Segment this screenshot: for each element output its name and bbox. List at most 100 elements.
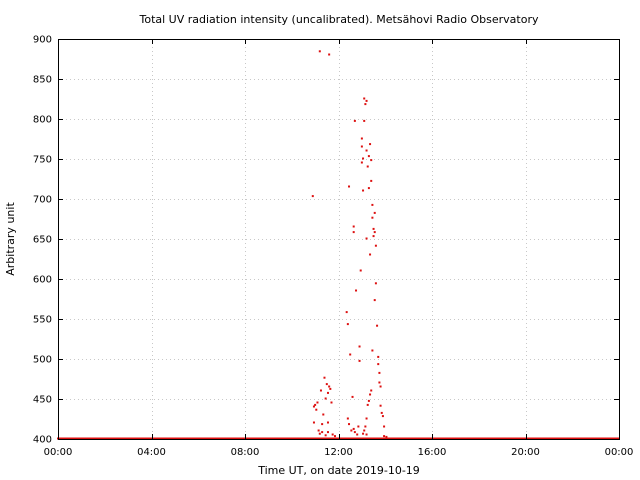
baseline-point bbox=[377, 437, 380, 440]
baseline-point bbox=[296, 437, 299, 440]
data-point bbox=[378, 371, 381, 374]
data-point bbox=[326, 431, 329, 434]
baseline-point bbox=[376, 437, 379, 440]
baseline-point bbox=[217, 437, 220, 440]
baseline-point bbox=[150, 437, 153, 440]
baseline-point bbox=[249, 437, 252, 440]
baseline-point bbox=[394, 437, 397, 440]
baseline-point bbox=[293, 437, 296, 440]
baseline-point bbox=[365, 437, 368, 440]
baseline-point bbox=[304, 437, 307, 440]
data-point bbox=[324, 397, 327, 400]
baseline-point bbox=[92, 437, 95, 440]
baseline-point bbox=[261, 437, 264, 440]
baseline-point bbox=[162, 437, 165, 440]
baseline-point bbox=[470, 437, 473, 440]
baseline-point bbox=[489, 437, 492, 440]
baseline-point bbox=[536, 437, 539, 440]
baseline-point bbox=[363, 437, 366, 440]
data-point bbox=[348, 423, 351, 426]
baseline-point bbox=[66, 437, 69, 440]
data-point bbox=[352, 225, 355, 228]
data-point bbox=[350, 429, 353, 432]
baseline-point bbox=[94, 437, 97, 440]
baseline-point bbox=[130, 437, 133, 440]
baseline-point bbox=[226, 437, 229, 440]
baseline-point bbox=[231, 437, 234, 440]
y-tick-labels: 400 450 500 550 600 650 700 750 800 850 900 bbox=[33, 35, 52, 446]
baseline-point bbox=[331, 437, 334, 440]
data-point bbox=[358, 345, 361, 348]
baseline-point bbox=[270, 437, 273, 440]
data-point bbox=[369, 393, 372, 396]
baseline-point bbox=[474, 437, 477, 440]
baseline-point bbox=[608, 437, 611, 440]
baseline-point bbox=[512, 437, 515, 440]
baseline-point bbox=[552, 437, 555, 440]
baseline-point bbox=[166, 437, 169, 440]
baseline-point bbox=[280, 437, 283, 440]
baseline-point bbox=[127, 437, 130, 440]
baseline-point bbox=[384, 437, 387, 440]
baseline-point bbox=[353, 437, 356, 440]
baseline-point bbox=[349, 437, 352, 440]
data-point bbox=[326, 391, 329, 394]
baseline-point bbox=[196, 437, 199, 440]
baseline-point bbox=[101, 437, 104, 440]
baseline-point bbox=[123, 437, 126, 440]
baseline-point bbox=[528, 437, 531, 440]
data-point bbox=[357, 425, 360, 428]
data-point bbox=[364, 103, 367, 106]
baseline-point bbox=[240, 437, 243, 440]
baseline-point bbox=[315, 437, 318, 440]
baseline-point bbox=[551, 437, 554, 440]
baseline-point bbox=[381, 437, 384, 440]
baseline-point bbox=[294, 437, 297, 440]
baseline-point bbox=[413, 437, 416, 440]
baseline-point bbox=[300, 437, 303, 440]
baseline-point bbox=[516, 437, 519, 440]
baseline-point bbox=[291, 437, 294, 440]
baseline-point bbox=[59, 437, 62, 440]
baseline-point bbox=[277, 437, 280, 440]
baseline-point bbox=[203, 437, 206, 440]
data-point bbox=[322, 413, 325, 416]
baseline-point bbox=[575, 437, 578, 440]
baseline-point bbox=[572, 437, 575, 440]
baseline-point bbox=[110, 437, 113, 440]
baseline-point bbox=[466, 437, 469, 440]
baseline-point bbox=[301, 437, 304, 440]
baseline-point bbox=[469, 437, 472, 440]
baseline-point bbox=[468, 437, 471, 440]
baseline-point bbox=[457, 437, 460, 440]
baseline-point bbox=[357, 437, 360, 440]
y-tick-label: 400 bbox=[33, 435, 52, 446]
baseline-point bbox=[146, 437, 149, 440]
baseline-point bbox=[351, 437, 354, 440]
baseline-point bbox=[406, 437, 409, 440]
baseline-point bbox=[484, 437, 487, 440]
data-point bbox=[353, 431, 356, 434]
baseline-point bbox=[520, 437, 523, 440]
baseline-point bbox=[523, 437, 526, 440]
data-point bbox=[380, 411, 383, 414]
baseline-point bbox=[329, 437, 332, 440]
baseline-point bbox=[607, 437, 610, 440]
baseline-point bbox=[533, 437, 536, 440]
baseline-point bbox=[540, 437, 543, 440]
baseline-point bbox=[97, 437, 100, 440]
baseline-point bbox=[298, 437, 301, 440]
baseline-point bbox=[142, 437, 145, 440]
baseline-point bbox=[194, 437, 197, 440]
data-point bbox=[366, 403, 369, 406]
baseline-point bbox=[128, 437, 131, 440]
baseline-point bbox=[238, 437, 241, 440]
baseline-point bbox=[152, 437, 155, 440]
baseline-point bbox=[201, 437, 204, 440]
baseline-point bbox=[100, 437, 103, 440]
baseline-point bbox=[154, 437, 157, 440]
baseline-point bbox=[610, 437, 613, 440]
baseline-point bbox=[395, 437, 398, 440]
baseline-point bbox=[318, 437, 321, 440]
baseline-point bbox=[99, 437, 102, 440]
